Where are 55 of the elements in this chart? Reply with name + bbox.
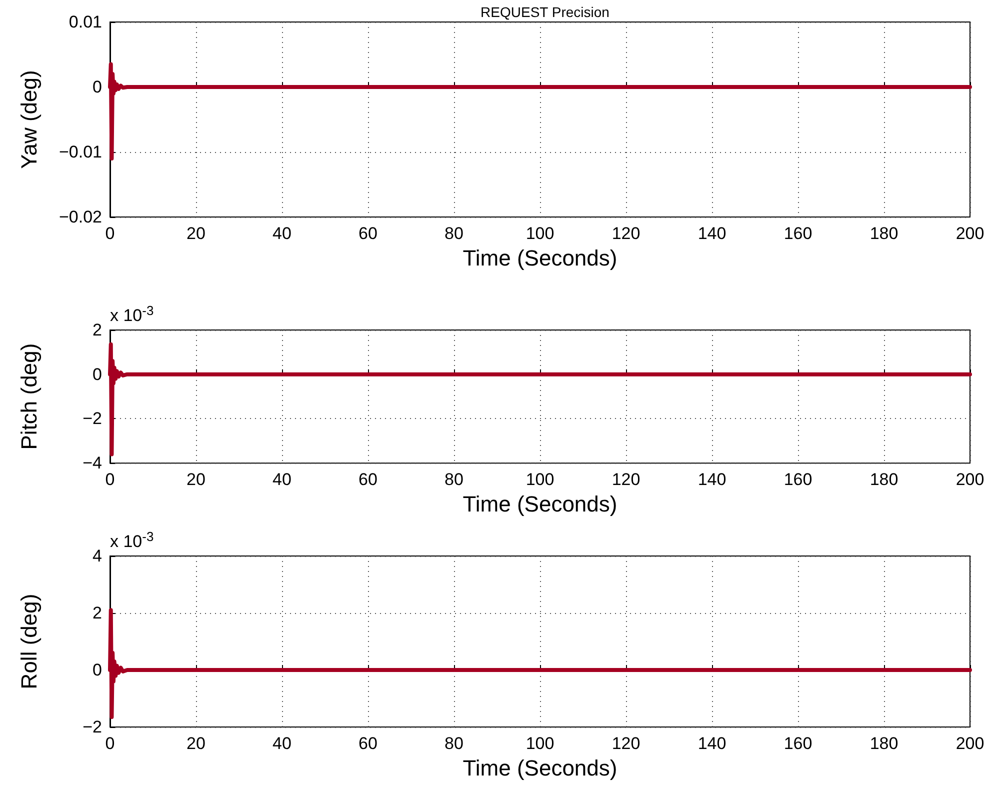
y-tick-label: −0.01 [58,142,102,162]
y-tick-label: 0.01 [68,12,102,32]
y-tick-label: −0.02 [58,208,102,226]
x-tick-label: 20 [186,224,206,243]
x-tick-label: 80 [444,734,464,753]
x-tick-label: 60 [358,224,378,243]
y-tick-label: 0 [92,660,102,680]
x-tick-label: 120 [612,224,640,243]
x-tick-label: 160 [784,734,812,753]
x-tick-label: 200 [956,224,984,243]
x-tick-label: 60 [358,470,378,490]
x-tick-label: 180 [870,224,898,243]
y-tick-label: 4 [92,546,102,566]
x-tick-label: 180 [870,470,898,490]
x-tick-label: 40 [272,224,292,243]
y-axis-title: Roll (deg) [16,594,42,690]
x-tick-label: 120 [612,470,640,490]
y-axis-title: Yaw (deg) [16,70,42,169]
x-tick-label: 20 [186,734,206,753]
x-tick-label: 0 [105,734,115,753]
y-tick-label: −2 [82,718,102,736]
x-tick-label: 160 [784,224,812,243]
x-tick-label: 140 [698,224,726,243]
x-tick-label: 60 [358,734,378,753]
x-tick-label: 20 [186,470,206,490]
y-axis-title: Pitch (deg) [16,343,42,450]
x-axis-title: Time (Seconds) [462,245,618,270]
y-tick-label: 2 [92,320,102,340]
x-axis-title: Time (Seconds) [462,492,618,516]
x-tick-label: 100 [526,224,554,243]
x-tick-label: 100 [526,734,554,753]
y-tick-label: 0 [92,78,102,96]
y-tick-label: −4 [82,454,102,473]
line-series [108,342,972,456]
y-tick-label: 0 [92,364,102,384]
x-tick-label: 40 [272,470,292,490]
y-tick-label: −2 [82,409,102,428]
x-tick-label: 80 [444,224,464,243]
x-tick-label: 200 [956,470,984,490]
x-tick-label: 120 [612,734,640,753]
x-tick-label: 140 [698,470,726,490]
x-axis-title: Time (Seconds) [462,755,618,780]
x-tick-label: 160 [784,470,812,490]
line-series [108,608,972,720]
x-tick-label: 100 [526,470,554,490]
y-tick-label: 2 [92,604,102,622]
x-tick-label: 200 [956,734,984,753]
chart-title: REQUEST Precision [480,4,610,20]
x-tick-label: 80 [444,470,464,490]
x-tick-label: 140 [698,734,726,753]
line-series [108,62,972,160]
x-tick-label: 40 [272,734,292,753]
x-tick-label: 0 [105,224,115,243]
x-tick-label: 0 [105,470,115,490]
x-tick-label: 180 [870,734,898,753]
